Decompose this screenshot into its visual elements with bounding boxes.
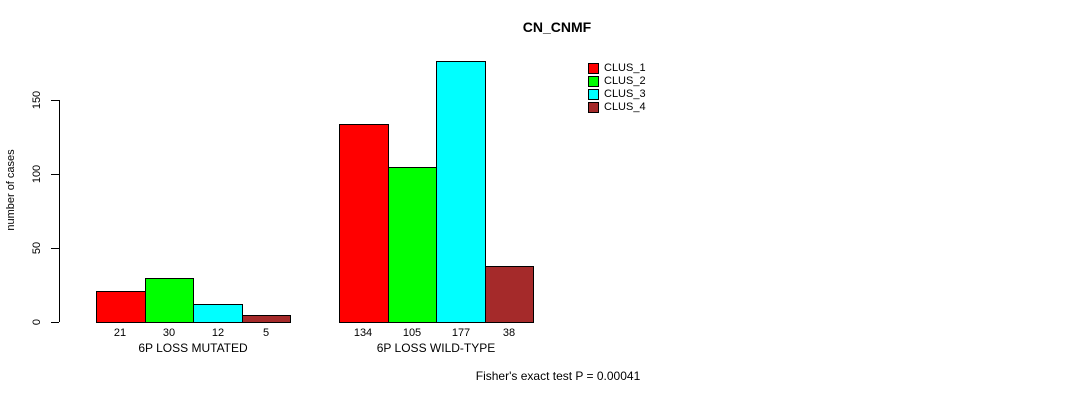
fisher-test-annotation: Fisher's exact test P = 0.00041 <box>475 369 641 383</box>
y-axis-label: number of cases <box>5 149 17 231</box>
legend-swatch-icon <box>588 63 599 74</box>
y-tick-label: 0 <box>31 318 43 326</box>
y-tick-label: 50 <box>31 241 43 255</box>
bar-clus_3-group2 <box>436 61 486 323</box>
bar-clus_2-group2 <box>388 167 437 323</box>
bar-clus_1-group1 <box>96 291 146 323</box>
bar-clus_1-group2 <box>339 124 389 323</box>
legend-label: CLUS_2 <box>604 75 646 87</box>
y-tick-mark <box>51 174 59 175</box>
legend-swatch-icon <box>588 102 599 113</box>
bar-value-label: 5 <box>262 327 270 339</box>
bar-value-label: 12 <box>211 327 225 339</box>
y-tick-label: 150 <box>31 90 43 110</box>
bar-value-label: 105 <box>402 327 422 339</box>
legend-label: CLUS_1 <box>604 62 646 74</box>
bar-clus_2-group1 <box>145 278 194 323</box>
y-tick-mark <box>51 100 59 101</box>
bar-clus_4-group1 <box>242 315 291 323</box>
x-category-label: 6P LOSS WILD-TYPE <box>376 341 496 355</box>
legend-item: CLUS_3 <box>588 88 646 101</box>
bar-clus_4-group2 <box>485 266 534 323</box>
y-tick-mark <box>51 322 59 323</box>
bar-clus_3-group1 <box>193 304 243 323</box>
legend-item: CLUS_2 <box>588 75 646 88</box>
legend-label: CLUS_4 <box>604 101 646 113</box>
bar-value-label: 177 <box>451 327 471 339</box>
legend-swatch-icon <box>588 76 599 87</box>
legend-item: CLUS_1 <box>588 62 646 75</box>
legend-swatch-icon <box>588 89 599 100</box>
legend-item: CLUS_4 <box>588 101 646 114</box>
bar-value-label: 134 <box>353 327 373 339</box>
legend-label: CLUS_3 <box>604 88 646 100</box>
y-tick-mark <box>51 248 59 249</box>
chart-title: CN_CNMF <box>522 19 592 35</box>
bar-value-label: 21 <box>113 327 127 339</box>
y-axis-line <box>59 100 60 322</box>
legend: CLUS_1 CLUS_2 CLUS_3 CLUS_4 <box>588 62 646 114</box>
bar-value-label: 38 <box>502 327 516 339</box>
y-tick-label: 100 <box>31 164 43 184</box>
bar-value-label: 30 <box>162 327 176 339</box>
x-category-label: 6P LOSS MUTATED <box>138 341 248 355</box>
